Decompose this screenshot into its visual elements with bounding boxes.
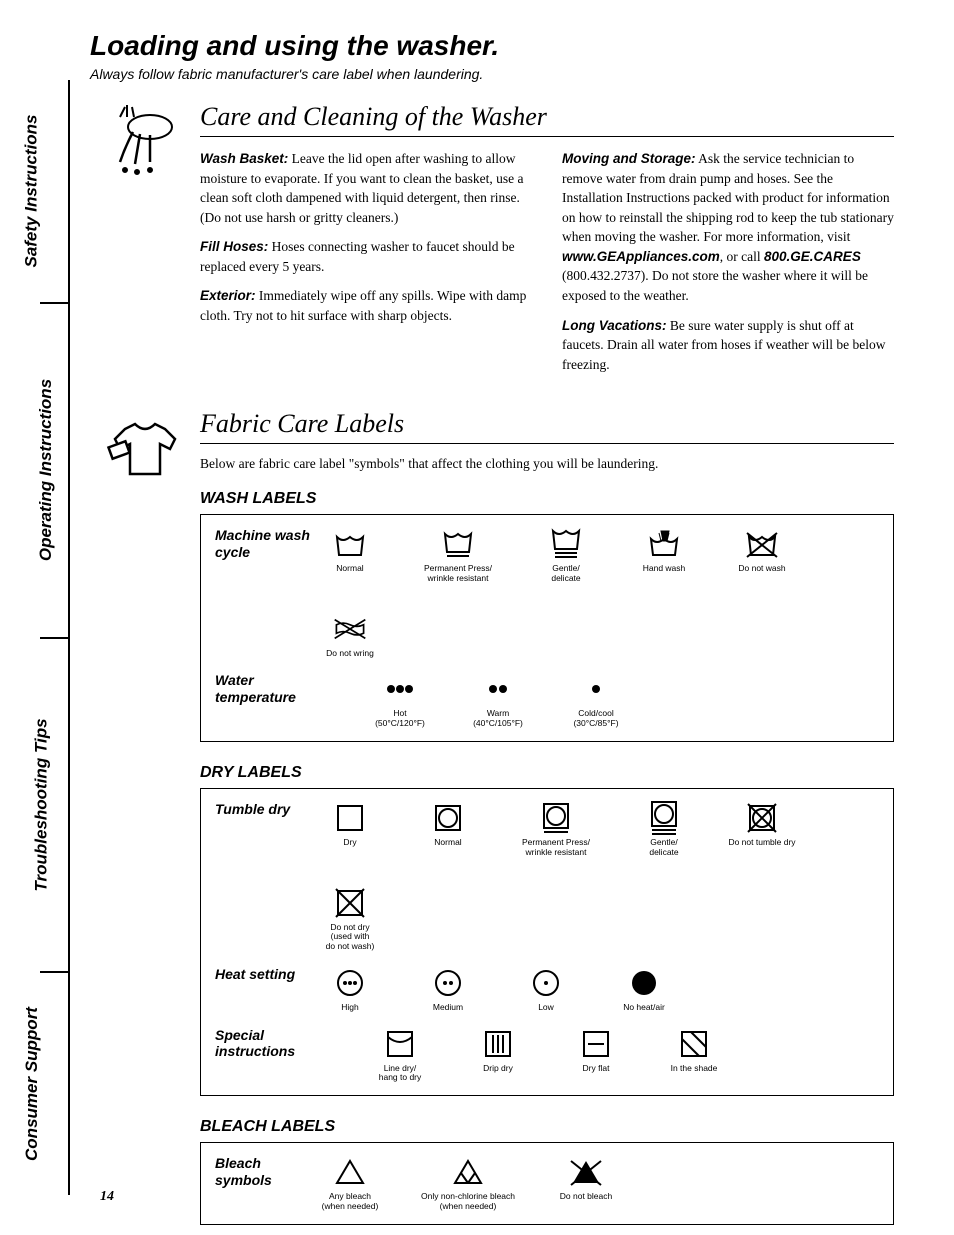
sym-label: Normal bbox=[336, 564, 363, 574]
sym-label: Do not bleach bbox=[560, 1192, 612, 1202]
lead: Fill Hoses: bbox=[200, 239, 268, 254]
wash-labels-box: Machine wash cycle Normal Permanent Pres… bbox=[200, 514, 894, 742]
side-tab-troubleshooting: Troubleshooting Tips bbox=[32, 718, 52, 891]
wash-labels-heading: WASH LABELS bbox=[200, 490, 894, 508]
link-text: www.GEAppliances.com bbox=[562, 249, 720, 264]
dry-flat-icon bbox=[579, 1027, 613, 1061]
sym-label: Hot(50°C/120°F) bbox=[375, 709, 425, 729]
sym-label: Dry flat bbox=[583, 1064, 610, 1074]
sym-label: Line dry/hang to dry bbox=[379, 1064, 422, 1084]
page-number: 14 bbox=[100, 1189, 114, 1205]
care-left-col: Wash Basket: Leave the lid open after wa… bbox=[200, 149, 532, 384]
sym-label: Hand wash bbox=[643, 564, 686, 574]
page-subtitle: Always follow fabric manufacturer's care… bbox=[90, 66, 894, 82]
sym-label: Medium bbox=[433, 1003, 463, 1013]
sym-label: Do not wring bbox=[326, 649, 374, 659]
sym-label: Do not wash bbox=[738, 564, 785, 574]
shade-icon bbox=[677, 1027, 711, 1061]
care-right-col: Moving and Storage: Ask the service tech… bbox=[562, 149, 894, 384]
hot-icon bbox=[383, 672, 417, 706]
page-title: Loading and using the washer. bbox=[90, 30, 894, 62]
dry-labels-heading: DRY LABELS bbox=[200, 764, 894, 782]
bleach-any-icon bbox=[333, 1155, 367, 1189]
care-heading: Care and Cleaning of the Washer bbox=[200, 102, 894, 137]
lead: Moving and Storage: bbox=[562, 151, 696, 166]
side-tab-rail: Safety Instructions Operating Instructio… bbox=[40, 80, 70, 1195]
sponge-icon bbox=[105, 102, 185, 182]
dry-permpress-icon bbox=[539, 801, 573, 835]
sym-label: In the shade bbox=[671, 1064, 718, 1074]
lead: Exterior: bbox=[200, 288, 256, 303]
warm-icon bbox=[481, 672, 515, 706]
cold-icon bbox=[579, 672, 613, 706]
hand-wash-icon bbox=[647, 527, 681, 561]
row-title: Heat setting bbox=[215, 966, 315, 983]
phone-label: 800.GE.CARES bbox=[764, 249, 861, 264]
lead: Long Vacations: bbox=[562, 318, 667, 333]
row-title: Water temperature bbox=[215, 672, 315, 706]
dry-icon bbox=[333, 801, 367, 835]
row-title: Tumble dry bbox=[215, 801, 315, 818]
sym-label: Do not tumble dry bbox=[728, 838, 795, 848]
wash-permpress-icon bbox=[441, 527, 475, 561]
heat-high-icon bbox=[333, 966, 367, 1000]
row-title: Bleach symbols bbox=[215, 1155, 315, 1189]
fabric-intro: Below are fabric care label "symbols" th… bbox=[200, 456, 894, 472]
section-fabric: Fabric Care Labels Below are fabric care… bbox=[200, 409, 894, 1224]
drip-dry-icon bbox=[481, 1027, 515, 1061]
sym-label: Normal bbox=[434, 838, 461, 848]
sym-label: No heat/air bbox=[623, 1003, 665, 1013]
section-care: Care and Cleaning of the Washer Wash Bas… bbox=[200, 102, 894, 384]
sym-label: Gentle/delicate bbox=[649, 838, 678, 858]
wash-normal-icon bbox=[333, 527, 367, 561]
dry-labels-box: Tumble dry Dry Normal Permanent Press/wr… bbox=[200, 788, 894, 1096]
sym-label: Warm(40°C/105°F) bbox=[473, 709, 523, 729]
lead: Wash Basket: bbox=[200, 151, 288, 166]
sym-label: Cold/cool(30°C/85°F) bbox=[573, 709, 618, 729]
dry-gentle-icon bbox=[647, 801, 681, 835]
bleach-none-icon bbox=[569, 1155, 603, 1189]
do-not-wash-icon bbox=[745, 527, 779, 561]
sym-label: Dry bbox=[343, 838, 356, 848]
sym-label: Permanent Press/wrinkle resistant bbox=[424, 564, 492, 584]
shirt-tag-icon bbox=[105, 409, 185, 489]
sym-label: Gentle/delicate bbox=[551, 564, 580, 584]
sym-label: High bbox=[341, 1003, 358, 1013]
do-not-dry-icon bbox=[333, 886, 367, 920]
bleach-noncl-icon bbox=[451, 1155, 485, 1189]
sym-label: Do not dry(used withdo not wash) bbox=[326, 923, 375, 952]
heat-low-icon bbox=[529, 966, 563, 1000]
dry-normal-icon bbox=[431, 801, 465, 835]
sym-label: Drip dry bbox=[483, 1064, 513, 1074]
row-title: Special instructions bbox=[215, 1027, 315, 1061]
sym-label: Only non-chlorine bleach(when needed) bbox=[421, 1192, 515, 1212]
side-tab-safety: Safety Instructions bbox=[22, 114, 42, 267]
heat-med-icon bbox=[431, 966, 465, 1000]
bleach-labels-heading: BLEACH LABELS bbox=[200, 1118, 894, 1136]
do-not-tumble-icon bbox=[745, 801, 779, 835]
sym-label: Any bleach(when needed) bbox=[322, 1192, 379, 1212]
sym-label: Permanent Press/wrinkle resistant bbox=[522, 838, 590, 858]
side-tab-support: Consumer Support bbox=[22, 1007, 42, 1161]
row-title: Machine wash cycle bbox=[215, 527, 315, 561]
heat-none-icon bbox=[627, 966, 661, 1000]
sym-label: Low bbox=[538, 1003, 554, 1013]
side-tab-operating: Operating Instructions bbox=[36, 379, 56, 561]
body-text: , or call bbox=[720, 249, 764, 264]
wash-gentle-icon bbox=[549, 527, 583, 561]
line-dry-icon bbox=[383, 1027, 417, 1061]
fabric-heading: Fabric Care Labels bbox=[200, 409, 894, 444]
body-text: (800.432.2737). Do not store the washer … bbox=[562, 268, 868, 303]
bleach-labels-box: Bleach symbols Any bleach(when needed) O… bbox=[200, 1142, 894, 1225]
do-not-wring-icon bbox=[333, 612, 367, 646]
